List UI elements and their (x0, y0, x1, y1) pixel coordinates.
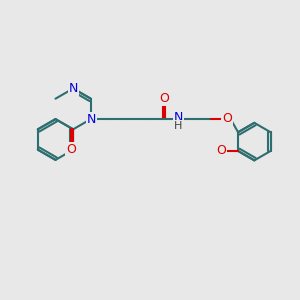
Text: H: H (174, 121, 183, 131)
Text: N: N (174, 111, 183, 124)
Text: O: O (159, 92, 169, 105)
Text: O: O (217, 145, 226, 158)
Text: N: N (87, 112, 96, 126)
Text: N: N (68, 82, 78, 95)
Text: O: O (222, 112, 232, 125)
Text: O: O (66, 143, 76, 156)
